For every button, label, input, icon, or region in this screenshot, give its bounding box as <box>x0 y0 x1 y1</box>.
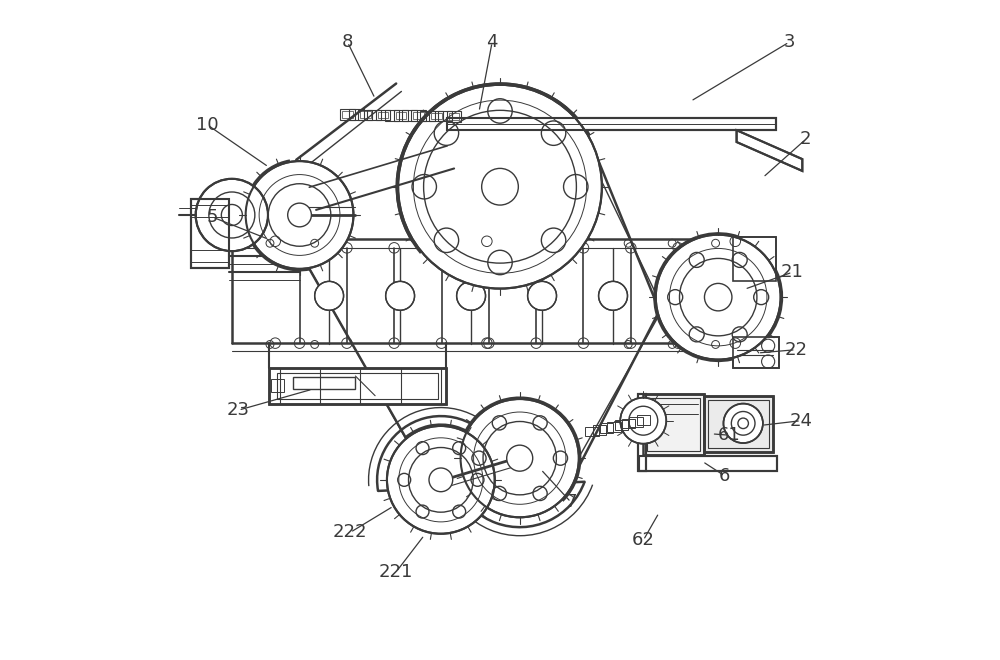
Circle shape <box>507 445 533 471</box>
Bar <box>376 110 390 120</box>
Bar <box>607 422 621 432</box>
Bar <box>629 417 643 427</box>
Bar <box>585 426 599 436</box>
Bar <box>449 113 459 119</box>
Text: 23: 23 <box>227 401 250 419</box>
Text: 7: 7 <box>565 493 577 512</box>
Circle shape <box>704 283 732 311</box>
Bar <box>647 399 700 451</box>
Text: 61: 61 <box>717 426 740 444</box>
Text: 21: 21 <box>781 263 804 281</box>
Bar <box>349 110 364 120</box>
Circle shape <box>429 468 453 492</box>
Bar <box>638 395 646 471</box>
Bar <box>593 425 606 435</box>
Bar <box>420 111 435 121</box>
Bar <box>639 456 777 471</box>
Bar <box>638 395 646 471</box>
Circle shape <box>288 203 311 227</box>
Bar <box>413 112 424 119</box>
Text: 4: 4 <box>486 33 498 51</box>
Bar <box>639 456 777 471</box>
Circle shape <box>386 281 415 310</box>
Circle shape <box>398 85 602 288</box>
Bar <box>342 111 353 117</box>
Bar <box>708 400 769 447</box>
Bar <box>269 368 446 405</box>
Bar <box>704 396 773 451</box>
Bar <box>340 109 355 119</box>
Circle shape <box>196 179 268 251</box>
Polygon shape <box>447 118 776 130</box>
Text: 5: 5 <box>206 208 218 226</box>
Circle shape <box>315 281 344 310</box>
Text: 10: 10 <box>196 116 219 134</box>
Bar <box>600 424 613 433</box>
Circle shape <box>620 398 666 444</box>
Bar <box>396 112 406 119</box>
Text: 3: 3 <box>783 33 795 51</box>
Polygon shape <box>737 130 802 171</box>
Bar <box>733 337 779 368</box>
Text: 24: 24 <box>790 412 813 430</box>
Circle shape <box>246 161 353 269</box>
Bar <box>271 379 284 393</box>
Circle shape <box>599 281 628 310</box>
Circle shape <box>461 399 579 517</box>
Circle shape <box>723 404 763 443</box>
Text: 2: 2 <box>800 131 811 148</box>
Text: 62: 62 <box>632 531 655 549</box>
Text: 8: 8 <box>342 33 353 51</box>
Bar <box>191 205 229 217</box>
Bar <box>438 111 452 121</box>
Bar <box>622 418 635 428</box>
Bar <box>431 113 442 119</box>
Bar <box>360 112 371 118</box>
Bar <box>358 110 372 120</box>
Text: 22: 22 <box>784 341 807 359</box>
Bar <box>643 395 704 455</box>
Circle shape <box>387 426 495 534</box>
Circle shape <box>482 168 518 205</box>
Bar <box>191 250 229 261</box>
Circle shape <box>457 281 486 310</box>
Bar <box>385 110 399 121</box>
Bar <box>394 110 408 121</box>
Bar <box>704 396 773 451</box>
Bar <box>447 111 461 121</box>
Bar <box>269 368 446 405</box>
Bar <box>191 199 229 267</box>
Bar <box>191 199 229 267</box>
Bar <box>733 237 776 281</box>
Bar <box>293 378 355 389</box>
Bar <box>378 112 388 118</box>
Bar <box>643 395 704 455</box>
Circle shape <box>528 281 557 310</box>
Bar <box>402 110 417 121</box>
Bar <box>637 415 650 425</box>
Circle shape <box>656 235 781 360</box>
Bar <box>429 111 443 121</box>
Bar <box>411 110 426 121</box>
Bar <box>277 373 438 399</box>
Bar <box>733 337 779 368</box>
Bar <box>733 237 776 281</box>
Text: 6: 6 <box>719 467 730 485</box>
Text: 221: 221 <box>379 563 413 581</box>
Text: 222: 222 <box>333 523 367 541</box>
Bar <box>615 420 628 430</box>
Bar <box>367 110 381 120</box>
